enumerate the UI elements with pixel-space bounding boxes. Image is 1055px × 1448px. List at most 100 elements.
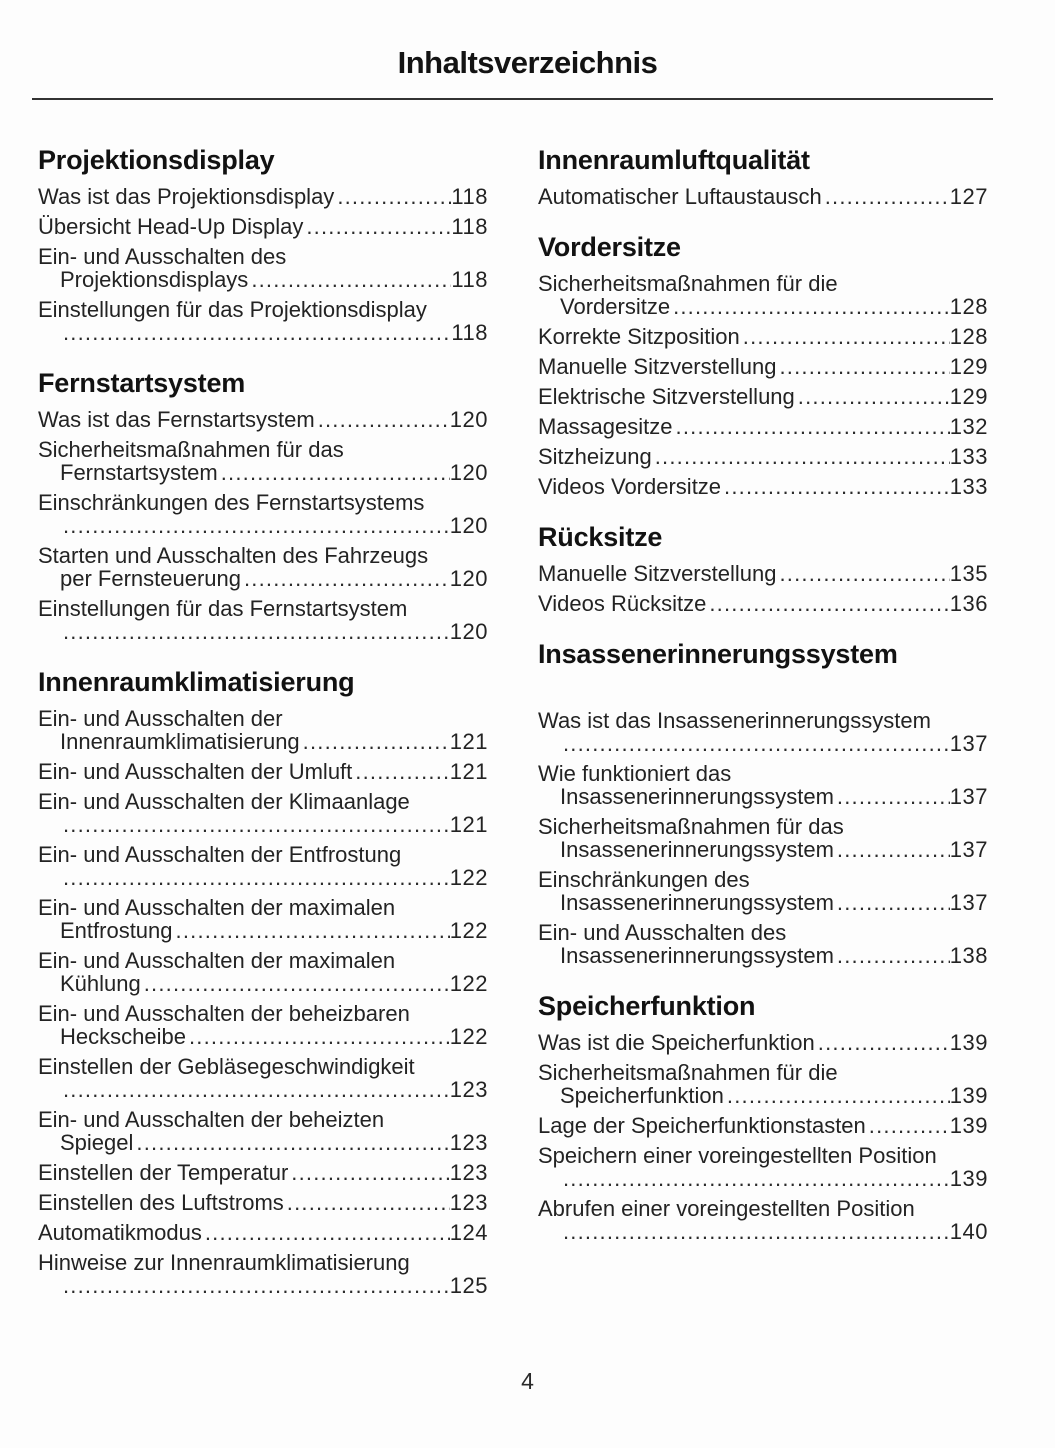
toc-entry-line: 140 [538,1220,988,1243]
toc-entry[interactable]: Sicherheitsmaßnahmen für das Insassenerin… [538,815,988,861]
toc-entry[interactable]: Speichern einer voreingestellten Positio… [538,1144,988,1190]
toc-entry[interactable]: Einstellen des Luftstroms 123 [38,1191,488,1214]
toc-leader-dots [63,620,450,643]
toc-entry[interactable]: Ein- und Ausschalten des Projektionsdispl… [38,245,488,291]
toc-entry[interactable]: Was ist die Speicherfunktion 139 [538,1031,988,1054]
toc-leader-dots [176,919,450,942]
toc-entry-line: Videos Vordersitze 133 [538,475,988,498]
toc-page-ref: 123 [449,1130,488,1155]
toc-entry[interactable]: Was ist das Projektionsdisplay 118 [38,185,488,208]
toc-entry-line: Ein- und Ausschalten der Entfrostung [38,843,488,866]
toc-leader-dots [144,972,450,995]
toc-page-ref: 120 [449,513,488,538]
section-heading: Insassenerinnerungssystem [538,639,898,669]
toc-entry[interactable]: Lage der Speicherfunktionstasten 139 [538,1114,988,1137]
toc-leader-dots [709,592,949,615]
toc-entry[interactable]: Einstellen der Temperatur 123 [38,1161,488,1184]
toc-entry[interactable]: Massagesitze 132 [538,415,988,438]
toc-entry-line: Einstellen der Gebläsegeschwindigkeit [38,1055,488,1078]
toc-entry-line: Manuelle Sitzverstellung 129 [538,355,988,378]
toc-leader-dots [136,1131,449,1154]
toc-entry-text: Einstellen der Temperatur [38,1160,289,1185]
toc-entry[interactable]: Abrufen einer voreingestellten Position 1… [538,1197,988,1243]
toc-entry[interactable]: Ein- und Ausschalten der Klimaanlage 121 [38,790,488,836]
toc-entry-line: Spiegel 123 [38,1131,488,1154]
toc-entry-line: Ein- und Ausschalten der maximalen [38,896,488,919]
toc-entry-line: Sicherheitsmaßnahmen für das [538,815,988,838]
toc-entry[interactable]: Einstellungen für das Fernstartsystem 120 [38,597,488,643]
toc-entry[interactable]: Einstellungen für das Projektionsdisplay… [38,298,488,344]
toc-leader-dots [244,567,450,590]
toc-entry[interactable]: Übersicht Head-Up Display 118 [38,215,488,238]
toc-entry[interactable]: Automatikmodus 124 [38,1221,488,1244]
toc-entry-text: Einschränkungen des Fernstartsystems [38,490,425,515]
page-title: Inhaltsverzeichnis [397,45,658,80]
toc-entry[interactable]: Einstellen der Gebläsegeschwindigkeit 123 [38,1055,488,1101]
section-heading: Projektionsdisplay [38,145,275,175]
toc-entry-line: Korrekte Sitzposition 128 [538,325,988,348]
toc-entry-text: Insassenerinnerungssystem [560,890,834,915]
toc-page-ref: 139 [949,1166,988,1191]
toc-page-ref: 139 [949,1030,988,1055]
toc-entry[interactable]: Sitzheizung 133 [538,445,988,468]
toc-leader-dots [306,215,451,238]
toc-page-ref: 128 [949,294,988,319]
toc-entry[interactable]: Was ist das Fernstartsystem 120 [38,408,488,431]
toc-leader-dots [837,944,950,967]
toc-entry-line: Starten und Ausschalten des Fahrzeugs [38,544,488,567]
toc-entry[interactable]: Ein- und Ausschalten des Insassenerinneru… [538,921,988,967]
toc-entry[interactable]: Was ist das Insassenerinnerungssystem 137 [538,709,988,755]
toc-entry-line: Insassenerinnerungssystem 138 [538,944,988,967]
toc-entry[interactable]: Korrekte Sitzposition 128 [538,325,988,348]
toc-page-ref: 138 [949,943,988,968]
toc-entry[interactable]: Videos Rücksitze 136 [538,592,988,615]
toc-entry-text: Fernstartsystem [60,460,218,485]
toc-page-ref: 137 [949,837,988,862]
toc-entry-line: Massagesitze 132 [538,415,988,438]
toc-entry[interactable]: Manuelle Sitzverstellung 129 [538,355,988,378]
toc-page-ref: 132 [949,414,988,439]
toc-page-ref: 124 [449,1220,488,1245]
toc-entry-text: Sicherheitsmaßnahmen für das [38,437,344,462]
toc-entry-text: Manuelle Sitzverstellung [538,561,777,586]
toc-entry[interactable]: Ein- und Ausschalten der Umluft 121 [38,760,488,783]
toc-entry[interactable]: Manuelle Sitzverstellung 135 [538,562,988,585]
toc-entry[interactable]: Videos Vordersitze 133 [538,475,988,498]
toc-entry[interactable]: Hinweise zur Innenraumklimatisierung 125 [38,1251,488,1297]
toc-entry[interactable]: Ein- und Ausschalten der maximalen Kühlun… [38,949,488,995]
toc-entry[interactable]: Sicherheitsmaßnahmen für die Vordersitze … [538,272,988,318]
toc-entry[interactable]: Sicherheitsmaßnahmen für das Fernstartsys… [38,438,488,484]
toc-entry-text: Speichern einer voreingestellten Positio… [538,1143,937,1168]
toc-leader-dots [673,295,950,318]
toc-entry[interactable]: Elektrische Sitzverstellung 129 [538,385,988,408]
toc-entry-text: Spiegel [60,1130,134,1155]
toc-page-ref: 120 [449,460,488,485]
toc-leader-dots [63,321,451,344]
toc-leader-dots [221,461,450,484]
toc-entry-line: Ein- und Ausschalten der [38,707,488,730]
toc-entry[interactable]: Starten und Ausschalten des Fahrzeugs per… [38,544,488,590]
toc-entry[interactable]: Ein- und Ausschalten der Innenraumklimati… [38,707,488,753]
toc-entry[interactable]: Ein- und Ausschalten der beheizten Spiege… [38,1108,488,1154]
toc-entry[interactable]: Sicherheitsmaßnahmen für die Speicherfunk… [538,1061,988,1107]
toc-entry-line: Fernstartsystem 120 [38,461,488,484]
toc-leader-dots [63,813,450,836]
toc-entry-text: Sicherheitsmaßnahmen für die [538,271,838,296]
toc-entry[interactable]: Einschränkungen des Insassenerinnerungssy… [538,868,988,914]
toc-entry-text: Ein- und Ausschalten der maximalen [38,948,396,973]
toc-leader-dots [818,1031,950,1054]
toc-column-left: Projektionsdisplay Was ist das Projektion… [38,147,488,1304]
toc-page-ref: 128 [949,324,988,349]
toc-entry[interactable]: Ein- und Ausschalten der beheizbaren Heck… [38,1002,488,1048]
toc-page-ref: 122 [449,1024,488,1049]
toc-page-ref: 139 [949,1113,988,1138]
toc-entry[interactable]: Automatischer Luftaustausch 127 [538,185,988,208]
toc-entry-text: Speicherfunktion [560,1083,724,1108]
toc-entry[interactable]: Ein- und Ausschalten der maximalen Entfro… [38,896,488,942]
toc-entry-line: Ein- und Ausschalten der maximalen [38,949,488,972]
toc-entry-line: 120 [38,514,488,537]
toc-entry[interactable]: Ein- und Ausschalten der Entfrostung 122 [38,843,488,889]
toc-entry-line: Projektionsdisplays 118 [38,268,488,291]
toc-entry[interactable]: Wie funktioniert das Insassenerinnerungss… [538,762,988,808]
toc-entry[interactable]: Einschränkungen des Fernstartsystems 120 [38,491,488,537]
